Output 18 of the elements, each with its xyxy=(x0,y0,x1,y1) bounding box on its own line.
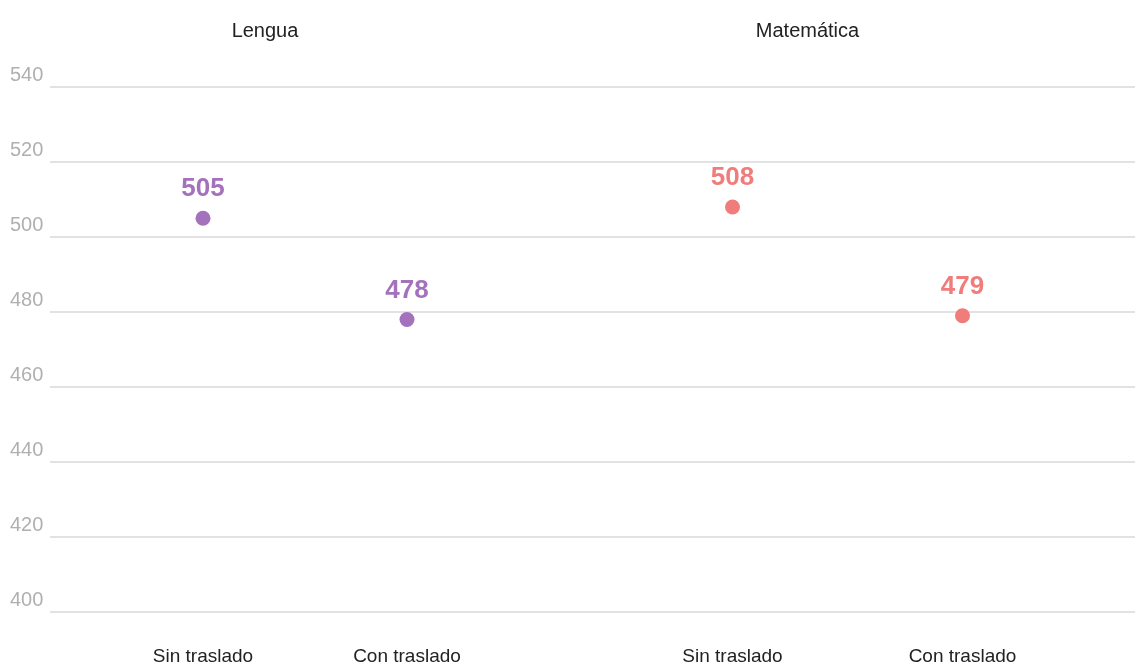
data-label: 508 xyxy=(710,161,755,191)
y-tick-label: 520 xyxy=(10,138,44,160)
data-label: 505 xyxy=(181,172,225,203)
chart-title: Lengua xyxy=(231,19,300,41)
y-tick-label: 460 xyxy=(10,363,44,385)
y-tick-label: 420 xyxy=(10,513,44,535)
x-tick-label: Sin traslado xyxy=(152,645,254,666)
y-tick-label: 480 xyxy=(10,288,44,310)
data-label: 478 xyxy=(385,273,429,304)
chart-title: Matemática xyxy=(755,19,861,41)
x-tick-label: Sin traslado xyxy=(682,645,783,666)
y-tick-label: 400 xyxy=(10,588,44,610)
y-tick-label: 440 xyxy=(10,438,44,460)
data-label: 479 xyxy=(940,269,985,300)
y-tick-label: 500 xyxy=(10,213,44,235)
x-tick-label: Con traslado xyxy=(908,645,1017,666)
x-tick-label: Con traslado xyxy=(353,645,461,666)
y-tick-label: 540 xyxy=(10,63,44,85)
